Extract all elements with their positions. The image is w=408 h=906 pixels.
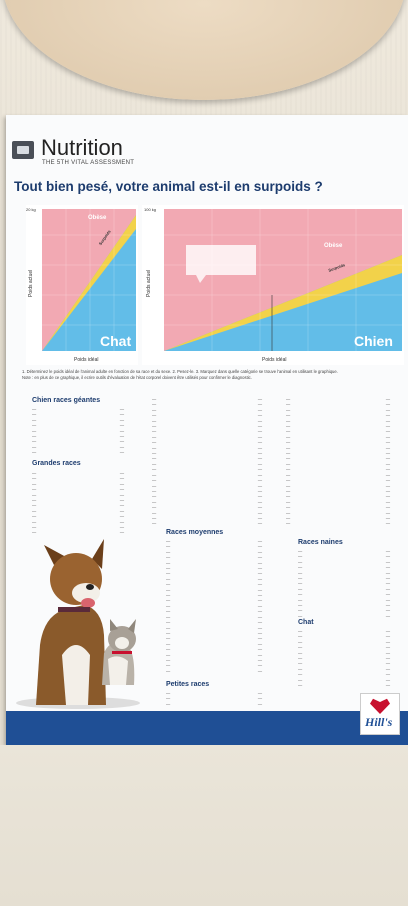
cat-x-label: Poids idéal: [74, 357, 99, 363]
cat-breeds-list: — — — — — — — — — — — — — — — — — — — — — —: [298, 629, 390, 689]
dog-chart-graphic: [164, 209, 402, 351]
instruction-line-2: Note : en plus de ce graphique, il ecrir…: [22, 375, 252, 380]
heart-icon: [370, 698, 390, 714]
dog-chart-label: Chien: [354, 333, 393, 349]
brand-bar: [6, 711, 408, 745]
cat-chart-graphic: [42, 209, 136, 351]
nutrition-poster: Nutrition THE 5TH VITAL ASSESSMENT Tout …: [6, 115, 408, 745]
headline: Tout bien pesé, votre animal est-il en s…: [14, 179, 323, 194]
cat-top-tick: 20 kg: [26, 207, 36, 212]
toy-breeds-list: — — — — — — — — — — — — — — — — — — — — — — — — — —: [298, 549, 390, 619]
giant-breeds-list: — — — — — — — — — — — — — — — — — —: [32, 407, 124, 456]
hills-logo-text: Hill's: [365, 715, 393, 729]
cat-y-label: Poids actuel: [28, 269, 34, 297]
mid-column-list: — — — — — — — — — — — — — — — — — — — — — — — — — — —…: [152, 397, 262, 527]
small-breeds-title: Petites races: [166, 681, 210, 688]
large-breeds-title: Grandes races: [32, 460, 81, 467]
cat-chart: 20 kg Poids actuel Poids idéal Obèse Sur…: [26, 205, 138, 365]
brand-title: Nutrition: [41, 135, 123, 160]
giant-breeds-title: Chien races géantes: [32, 397, 101, 404]
instruction-line-1: 1. Déterminez le poids idéal de l'animal…: [22, 369, 338, 374]
dog-and-cat-photo: [16, 539, 140, 709]
instructions: 1. Déterminez le poids idéal de l'animal…: [22, 369, 392, 381]
small-breeds-list: — — — — — —: [166, 691, 262, 707]
dog-zone-obese: Obèse: [324, 243, 343, 249]
brand-subtitle: THE 5TH VITAL ASSESSMENT: [42, 160, 135, 166]
toy-breeds-title: Races naines: [298, 539, 343, 546]
dog-top-tick: 100 kg: [144, 207, 157, 212]
dog-x-label: Poids idéal: [262, 357, 287, 363]
scale-icon: [12, 141, 34, 159]
hills-logo: Hill's: [360, 693, 400, 735]
medium-breeds-title: Races moyennes: [166, 529, 224, 536]
right-column-list: — — — — — — — — — — — — — — — — — — — — — — — — — — —…: [286, 397, 390, 527]
dog-chart: 100 kg Poids actuel Poids idéal Obèse Su…: [142, 205, 404, 365]
large-breeds-list: — — — — — — — — — — — — — — — — — — — — — — — —: [32, 471, 124, 536]
medium-breeds-list: — — — — — — — — — — — — — — — — — — — — — — — — — — —…: [166, 539, 262, 674]
cat-breeds-title: Chat: [298, 619, 314, 626]
dog-y-label: Poids actuel: [146, 269, 152, 297]
cat-zone-obese: Obèse: [88, 215, 107, 221]
cat-chart-label: Chat: [100, 333, 132, 349]
wall-lower: [0, 745, 408, 906]
